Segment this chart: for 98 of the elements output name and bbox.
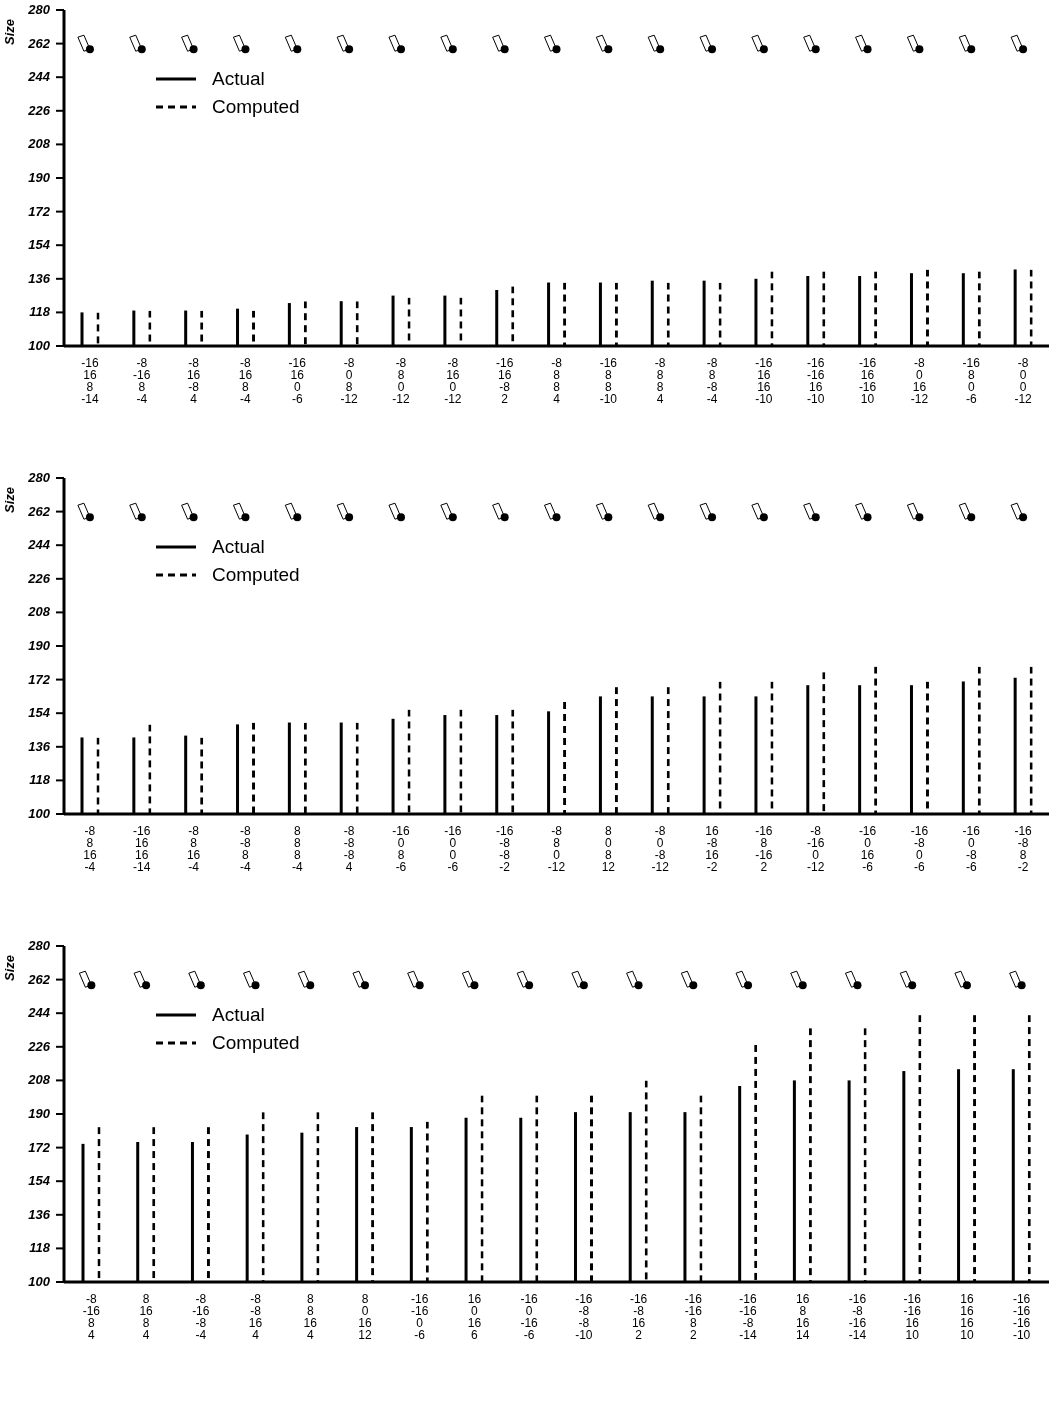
y-tick-label: 100 — [28, 806, 51, 821]
y-tick-label: 154 — [28, 705, 51, 721]
y-tick-label: 172 — [28, 203, 51, 219]
x-tick-label: -8 16 0 -12 — [444, 356, 462, 406]
x-tick-label: -16 -16 -16 -10 — [1012, 1292, 1031, 1342]
y-tick-label: 208 — [27, 604, 51, 620]
legend-label: Computed — [212, 564, 300, 586]
x-tick-label: 8 16 8 4 — [139, 1292, 154, 1342]
y-tick-label: 136 — [28, 738, 51, 754]
y-tick-label: 280 — [27, 2, 51, 17]
y-tick-label: 262 — [27, 35, 51, 51]
y-tick-label: 244 — [27, 1005, 51, 1021]
x-tick-label: -8 8 0 -12 — [392, 356, 410, 406]
y-tick-label: 100 — [28, 1274, 51, 1289]
x-tick-label: -8 16 8 -4 — [238, 356, 253, 406]
y-tick-label: 136 — [28, 1206, 51, 1222]
x-tick-label: -8 -8 8 -4 — [240, 824, 252, 874]
x-tick-label: -8 0 0 -12 — [1014, 356, 1033, 406]
x-tick-label: -8 16 -8 4 — [186, 356, 201, 406]
x-tick-label: -8 -16 8 -4 — [133, 356, 151, 406]
x-tick-label: 8 8 16 4 — [303, 1292, 318, 1342]
x-tick-label: 8 8 8 -4 — [291, 824, 303, 874]
y-tick-label: 226 — [27, 570, 51, 586]
y-tick-label: 154 — [28, 237, 51, 253]
y-tick-label: 280 — [27, 938, 51, 953]
x-tick-label: -16 -16 16 -10 — [807, 356, 825, 406]
x-tick-label: -16 -8 8 -2 — [1014, 824, 1033, 874]
x-tick-label: 16 16 16 10 — [960, 1292, 974, 1342]
y-tick-label: 118 — [29, 304, 51, 320]
x-tick-label: -8 -16 0 -12 — [807, 824, 825, 874]
x-tick-label: -16 16 0 -6 — [288, 356, 307, 406]
y-axis-title: Size — [2, 954, 17, 982]
x-tick-label: -8 8 16 -4 — [83, 824, 97, 874]
y-tick-label: 262 — [27, 971, 51, 987]
x-tick-label: 8 0 16 12 — [358, 1292, 372, 1342]
x-tick-label: -16 16 8 -14 — [81, 356, 99, 406]
x-tick-label: -16 -16 8 2 — [684, 1292, 703, 1342]
x-tick-label: -16 0 -8 -6 — [962, 824, 981, 874]
x-tick-label: -8 0 16 -12 — [910, 356, 929, 406]
x-tick-label: -16 8 -16 2 — [755, 824, 773, 874]
x-tick-label: -16 8 0 -6 — [962, 356, 981, 406]
x-tick-label: -16 16 16 -10 — [755, 356, 773, 406]
x-tick-label: -8 8 0 -12 — [547, 824, 566, 874]
y-axis-title: Size — [2, 486, 17, 514]
x-tick-label: -16 -8 -8 -2 — [495, 824, 514, 874]
y-tick-label: 190 — [28, 1106, 51, 1121]
legend-label: Actual — [212, 1004, 265, 1026]
y-tick-label: 208 — [27, 1072, 51, 1088]
y-tick-label: 280 — [27, 470, 51, 485]
legend-label: Actual — [212, 68, 265, 90]
y-axis-title: Size — [2, 18, 17, 46]
x-tick-label: -16 -16 0 -6 — [411, 1292, 429, 1342]
x-tick-label: -16 8 8 -10 — [599, 356, 618, 406]
y-tick-label: 136 — [28, 270, 51, 286]
y-tick-label: 244 — [27, 537, 51, 553]
x-tick-label: -16 0 -16 -6 — [520, 1292, 539, 1342]
x-tick-label: 16 0 16 6 — [467, 1292, 482, 1342]
x-tick-label: -16 -8 0 -6 — [910, 824, 929, 874]
x-tick-label: 16 8 16 14 — [796, 1292, 810, 1342]
y-tick-label: 172 — [28, 1139, 51, 1155]
x-tick-label: -8 -16 -8 -4 — [192, 1292, 210, 1342]
x-tick-label: -8 -8 -8 4 — [343, 824, 355, 874]
y-tick-label: 100 — [28, 338, 51, 353]
x-tick-label: -16 -8 -8 -10 — [575, 1292, 593, 1342]
x-tick-label: -16 -16 16 10 — [903, 1292, 922, 1342]
x-tick-label: -16 16 -16 10 — [858, 356, 877, 406]
x-tick-label: -8 0 -8 -12 — [651, 824, 670, 874]
y-tick-label: 154 — [28, 1173, 51, 1189]
legend-label: Computed — [212, 96, 300, 118]
y-tick-label: 208 — [27, 136, 51, 152]
x-tick-label: -8 8 8 4 — [654, 356, 666, 406]
x-tick-label: -16 0 16 -6 — [858, 824, 877, 874]
x-tick-label: -8 8 16 -4 — [186, 824, 201, 874]
legend-label: Computed — [212, 1032, 300, 1054]
y-tick-label: 118 — [29, 1240, 51, 1256]
y-tick-label: 226 — [27, 102, 51, 118]
y-tick-label: 226 — [27, 1038, 51, 1054]
x-tick-label: -16 0 8 -6 — [392, 824, 410, 874]
x-tick-label: -16 16 16 -14 — [133, 824, 151, 874]
x-tick-label: -8 8 8 4 — [551, 356, 563, 406]
y-tick-label: 244 — [27, 69, 51, 85]
y-tick-label: 190 — [28, 170, 51, 185]
legend-label: Actual — [212, 536, 265, 558]
x-tick-label: -16 16 -8 2 — [495, 356, 514, 406]
x-tick-label: -16 0 0 -6 — [444, 824, 462, 874]
x-tick-label: -8 -8 16 4 — [248, 1292, 263, 1342]
x-tick-label: -8 0 8 -12 — [340, 356, 359, 406]
x-tick-label: 16 -8 16 -2 — [705, 824, 720, 874]
x-tick-label: -16 -16 -8 -14 — [739, 1292, 758, 1342]
y-tick-label: 172 — [28, 671, 51, 687]
x-tick-label: -16 -8 16 2 — [629, 1292, 648, 1342]
x-tick-label: -8 8 -8 -4 — [706, 356, 718, 406]
x-tick-label: -16 -8 -16 -14 — [848, 1292, 867, 1342]
y-tick-label: 262 — [27, 503, 51, 519]
y-tick-label: 118 — [29, 772, 51, 788]
y-tick-label: 190 — [28, 638, 51, 653]
x-tick-label: 8 0 8 12 — [601, 824, 616, 874]
x-tick-label: -8 -16 8 4 — [82, 1292, 101, 1342]
